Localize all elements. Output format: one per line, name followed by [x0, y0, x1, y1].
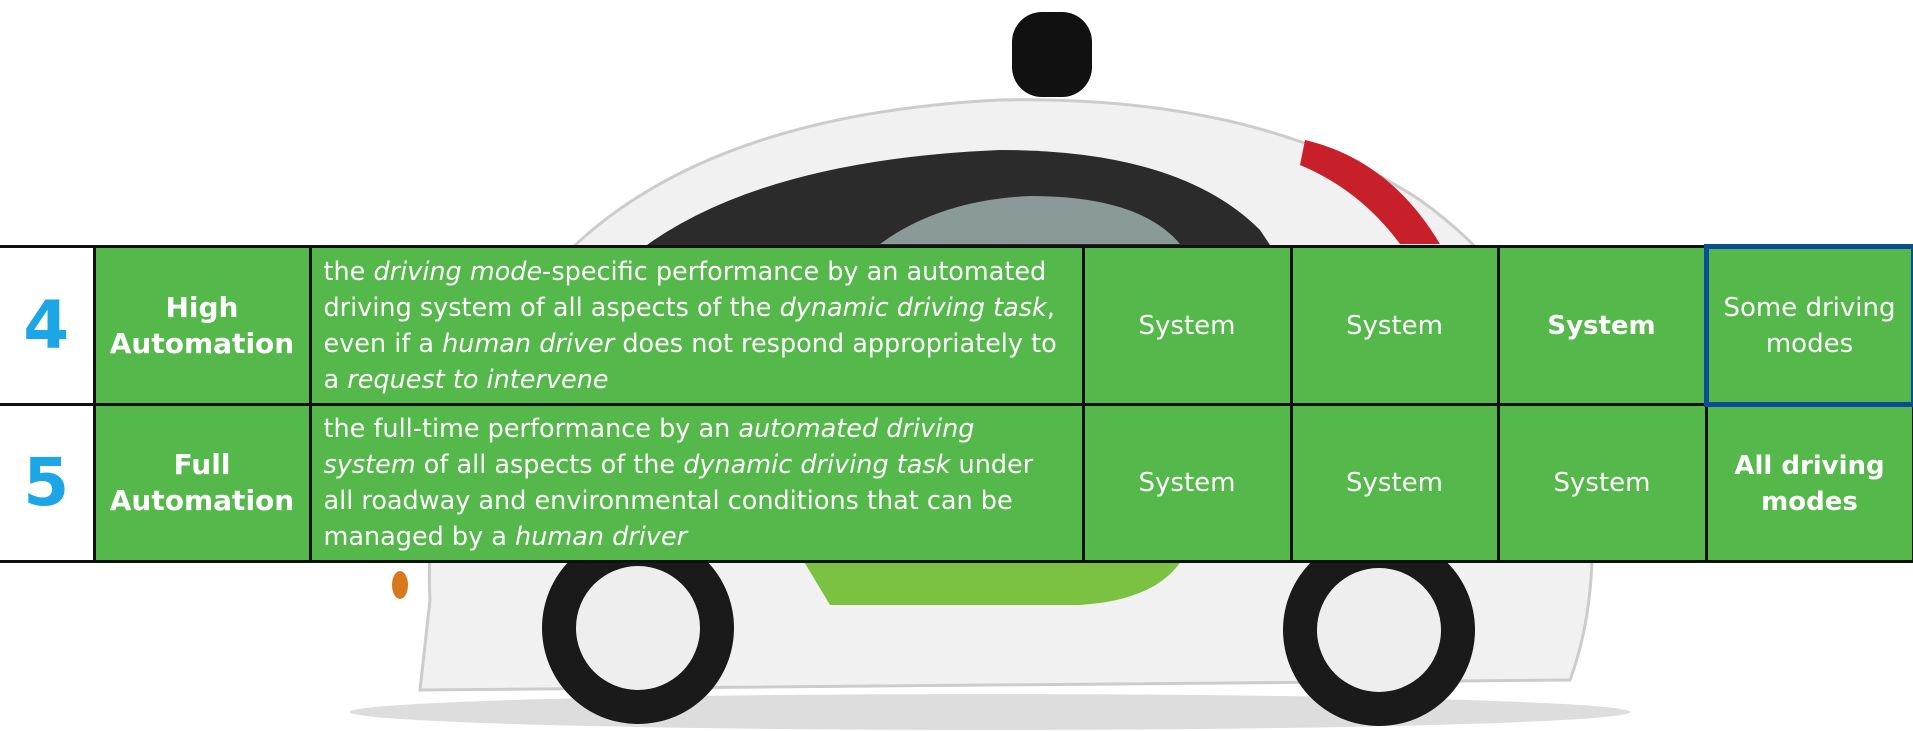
- level-name: High Automation: [92, 245, 312, 406]
- text: the: [323, 256, 374, 287]
- door-decal: [800, 555, 1185, 605]
- term: driving mode: [373, 256, 543, 287]
- cell: System: [1081, 245, 1293, 406]
- text: under all roadway and environmental cond…: [323, 450, 1034, 552]
- term: request to intervene: [347, 364, 609, 395]
- level-name: Full Automation: [92, 403, 312, 563]
- text: of all aspects of the: [415, 450, 684, 480]
- term: human driver: [515, 522, 688, 552]
- term: dynamic driving task: [779, 292, 1047, 323]
- term: dynamic driving task: [683, 450, 951, 480]
- automation-table: 4 High Automation the driving mode-speci…: [0, 244, 1913, 563]
- cell: Some driving modes: [1703, 244, 1913, 407]
- cell: All driving modes: [1704, 403, 1913, 563]
- cell: System: [1496, 403, 1708, 563]
- term: automated driving system: [323, 414, 975, 480]
- level-number: 5: [0, 403, 96, 563]
- description: the full-time performance by an automate…: [308, 403, 1085, 563]
- glass: [880, 196, 1180, 244]
- tail-light: [1300, 140, 1440, 244]
- text: , even if a: [323, 292, 1055, 359]
- text: the full-time performance by an: [323, 414, 739, 444]
- roof-sensor: [1012, 12, 1092, 97]
- description: the driving mode-specific performance by…: [308, 245, 1085, 406]
- cell: System: [1289, 245, 1500, 406]
- table-row: 4 High Automation the driving mode-speci…: [0, 244, 1913, 407]
- term: human driver: [442, 328, 615, 359]
- hub: [576, 566, 700, 690]
- level-number: 4: [0, 245, 96, 406]
- hub: [1317, 568, 1441, 692]
- cell: System: [1289, 403, 1500, 563]
- side-marker: [392, 571, 408, 599]
- cell: System: [1496, 245, 1708, 406]
- cell: System: [1081, 403, 1293, 563]
- table-row: 5 Full Automation the full-time performa…: [0, 403, 1913, 563]
- text: -specific performance by an automated dr…: [323, 256, 1047, 323]
- text: does not respond appropriately to a: [323, 328, 1057, 395]
